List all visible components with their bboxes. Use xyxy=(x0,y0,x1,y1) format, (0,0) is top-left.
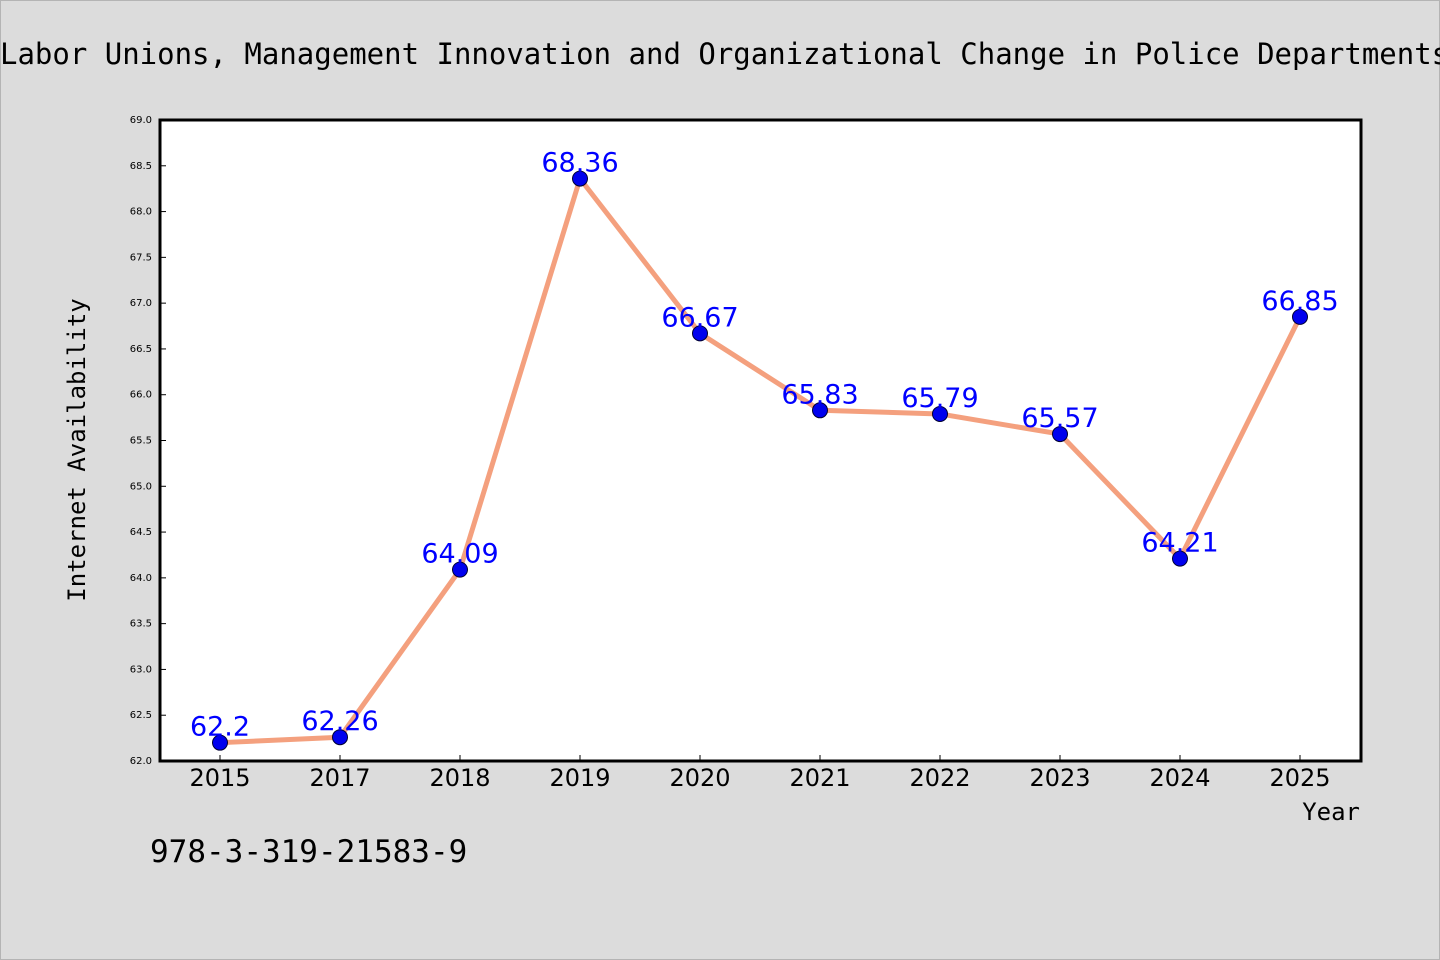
x-tick-label: 2019 xyxy=(549,764,610,792)
data-label: 65.83 xyxy=(781,379,858,410)
data-point xyxy=(1292,308,1308,325)
y-tick-label: 63.0 xyxy=(130,664,152,675)
data-label: 65.57 xyxy=(1021,403,1098,434)
data-label: 65.79 xyxy=(901,383,978,414)
y-tick-label: 64.0 xyxy=(130,573,152,584)
x-tick-label: 2020 xyxy=(669,764,730,792)
y-tick-label: 67.0 xyxy=(130,298,152,309)
x-axis: 2015 2017 2018 2019 2020 2021 2022 2023 2024 2025 xyxy=(189,755,1331,792)
y-axis-label: Internet Availability xyxy=(63,298,91,601)
data-point xyxy=(932,405,948,422)
data-labels: 62.2 62.26 64.09 68.36 66.67 65.83 65.79 65.57 6… xyxy=(190,148,1339,743)
data-label: 66.67 xyxy=(661,302,738,333)
data-point xyxy=(692,325,708,342)
x-tick-label: 2021 xyxy=(789,764,850,792)
y-tick-label: 68.0 xyxy=(130,207,152,218)
data-point xyxy=(812,402,828,419)
x-tick-label: 2015 xyxy=(189,764,250,792)
x-tick-label: 2022 xyxy=(909,764,970,792)
data-point xyxy=(1172,550,1188,567)
y-tick-label: 66.0 xyxy=(130,390,152,401)
y-tick-label: 65.0 xyxy=(130,481,152,492)
y-tick-label: 65.5 xyxy=(130,436,152,447)
data-point xyxy=(572,170,588,187)
data-label: 62.2 xyxy=(190,712,250,743)
y-tick-label: 67.5 xyxy=(130,252,152,263)
y-tick-label: 62.0 xyxy=(130,756,152,767)
data-label: 66.85 xyxy=(1261,286,1338,317)
y-tick-label: 69.0 xyxy=(130,115,152,126)
plot-area xyxy=(158,118,1363,763)
series-line xyxy=(217,176,1303,746)
data-label: 64.09 xyxy=(421,539,498,570)
x-axis-label: Year xyxy=(1302,798,1360,826)
y-tick-label: 63.5 xyxy=(130,619,152,630)
chart-title: Labor Unions, Management Innovation and … xyxy=(0,37,1440,71)
data-point xyxy=(332,729,348,746)
data-label: 62.26 xyxy=(301,706,378,737)
y-tick-label: 64.5 xyxy=(130,527,152,538)
x-tick-label: 2017 xyxy=(309,764,370,792)
y-axis: 62.0 62.5 63.0 63.5 64.0 64.5 65.0 65.5 66.0 66.5… xyxy=(130,115,166,767)
data-points xyxy=(212,170,1308,751)
series-polyline xyxy=(217,176,1303,746)
isbn-text: 978-3-319-21583-9 xyxy=(150,834,468,870)
x-tick-label: 2018 xyxy=(429,764,490,792)
data-point xyxy=(1052,426,1068,443)
data-point xyxy=(212,734,228,751)
y-tick-label: 68.5 xyxy=(130,161,152,172)
data-point xyxy=(452,561,468,578)
data-label: 64.21 xyxy=(1141,528,1218,559)
y-tick-label: 62.5 xyxy=(130,710,152,721)
y-tick-label: 66.5 xyxy=(130,344,152,355)
x-tick-label: 2025 xyxy=(1269,764,1330,792)
x-tick-label: 2024 xyxy=(1149,764,1210,792)
data-label: 68.36 xyxy=(541,148,618,179)
x-tick-label: 2023 xyxy=(1029,764,1090,792)
